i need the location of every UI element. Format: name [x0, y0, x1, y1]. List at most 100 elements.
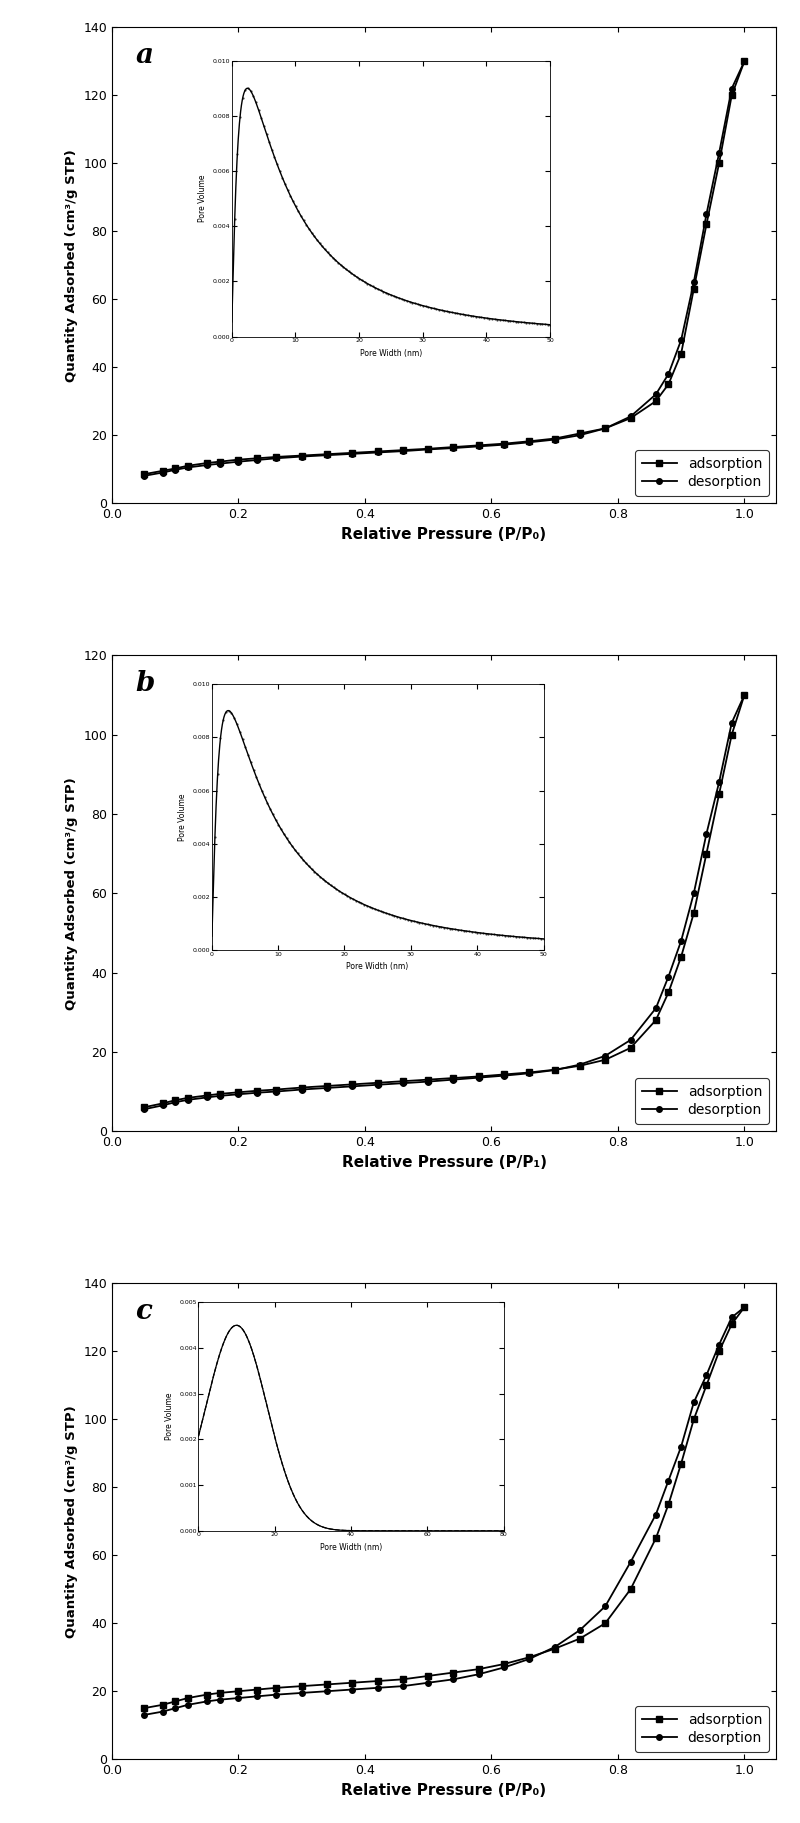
adsorption — [550, 1637, 559, 1659]
adsorption — [739, 684, 749, 706]
adsorption — [272, 447, 282, 469]
desorption — [234, 1083, 243, 1105]
adsorption — [702, 842, 711, 864]
adsorption — [499, 1063, 509, 1085]
desorption — [626, 1551, 635, 1573]
adsorption — [575, 1056, 585, 1077]
desorption — [601, 417, 610, 439]
adsorption — [139, 1096, 149, 1117]
desorption — [550, 428, 559, 450]
desorption — [689, 272, 698, 294]
adsorption — [202, 1085, 212, 1107]
adsorption — [651, 1528, 661, 1550]
desorption — [449, 1068, 458, 1090]
desorption — [158, 1701, 167, 1723]
adsorption — [297, 1675, 306, 1697]
adsorption — [714, 153, 724, 175]
desorption — [297, 445, 306, 467]
adsorption — [158, 1694, 167, 1715]
adsorption — [676, 343, 686, 365]
adsorption — [651, 1010, 661, 1032]
desorption — [253, 1686, 262, 1708]
desorption — [575, 1619, 585, 1641]
desorption — [550, 1635, 559, 1657]
desorption — [714, 1334, 724, 1356]
desorption — [714, 142, 724, 164]
desorption — [398, 439, 408, 461]
desorption — [714, 771, 724, 793]
adsorption — [423, 1664, 433, 1686]
adsorption — [626, 407, 635, 428]
desorption — [139, 1099, 149, 1121]
X-axis label: Relative Pressure (P/P₀): Relative Pressure (P/P₀) — [342, 1783, 546, 1797]
desorption — [158, 1094, 167, 1116]
desorption — [398, 1072, 408, 1094]
adsorption — [398, 1070, 408, 1092]
adsorption — [702, 1375, 711, 1396]
X-axis label: Relative Pressure (P/P₀): Relative Pressure (P/P₀) — [342, 527, 546, 541]
adsorption — [253, 1079, 262, 1101]
adsorption — [347, 441, 357, 463]
desorption — [423, 1672, 433, 1694]
adsorption — [575, 1628, 585, 1650]
adsorption — [398, 1668, 408, 1690]
desorption — [474, 1663, 483, 1684]
adsorption — [739, 1296, 749, 1318]
desorption — [474, 436, 483, 458]
desorption — [423, 1070, 433, 1092]
adsorption — [449, 1661, 458, 1683]
Legend: adsorption, desorption: adsorption, desorption — [635, 450, 769, 496]
Line: adsorption: adsorption — [141, 58, 747, 478]
desorption — [702, 822, 711, 844]
desorption — [183, 456, 193, 478]
adsorption — [601, 417, 610, 439]
adsorption — [626, 1037, 635, 1059]
adsorption — [727, 84, 737, 106]
adsorption — [158, 1092, 167, 1114]
Line: desorption: desorption — [141, 58, 747, 479]
adsorption — [423, 438, 433, 459]
desorption — [601, 1045, 610, 1066]
adsorption — [739, 51, 749, 73]
desorption — [499, 434, 509, 456]
adsorption — [651, 390, 661, 412]
desorption — [158, 461, 167, 483]
desorption — [676, 330, 686, 352]
adsorption — [449, 436, 458, 458]
adsorption — [234, 1681, 243, 1703]
desorption — [525, 1063, 534, 1085]
adsorption — [601, 1612, 610, 1633]
desorption — [253, 448, 262, 470]
adsorption — [702, 213, 711, 235]
desorption — [702, 1364, 711, 1385]
desorption — [727, 711, 737, 733]
desorption — [398, 1675, 408, 1697]
adsorption — [214, 1083, 224, 1105]
desorption — [651, 997, 661, 1019]
desorption — [214, 1688, 224, 1710]
desorption — [550, 1059, 559, 1081]
adsorption — [170, 458, 180, 479]
Text: c: c — [135, 1298, 152, 1325]
desorption — [234, 450, 243, 472]
desorption — [183, 1088, 193, 1110]
desorption — [214, 452, 224, 474]
Y-axis label: Quantity Adsorbed (cm³/g STP): Quantity Adsorbed (cm³/g STP) — [65, 149, 78, 381]
adsorption — [727, 1313, 737, 1334]
desorption — [575, 1054, 585, 1076]
desorption — [676, 1435, 686, 1457]
Y-axis label: Quantity Adsorbed (cm³/g STP): Quantity Adsorbed (cm³/g STP) — [65, 777, 78, 1010]
desorption — [664, 966, 674, 988]
desorption — [664, 1469, 674, 1491]
desorption — [253, 1081, 262, 1103]
adsorption — [347, 1672, 357, 1694]
desorption — [202, 1087, 212, 1108]
adsorption — [214, 1683, 224, 1705]
desorption — [373, 1074, 382, 1096]
Legend: adsorption, desorption: adsorption, desorption — [635, 1706, 769, 1752]
desorption — [170, 1697, 180, 1719]
adsorption — [253, 1679, 262, 1701]
adsorption — [373, 1072, 382, 1094]
desorption — [626, 1028, 635, 1050]
desorption — [651, 383, 661, 405]
